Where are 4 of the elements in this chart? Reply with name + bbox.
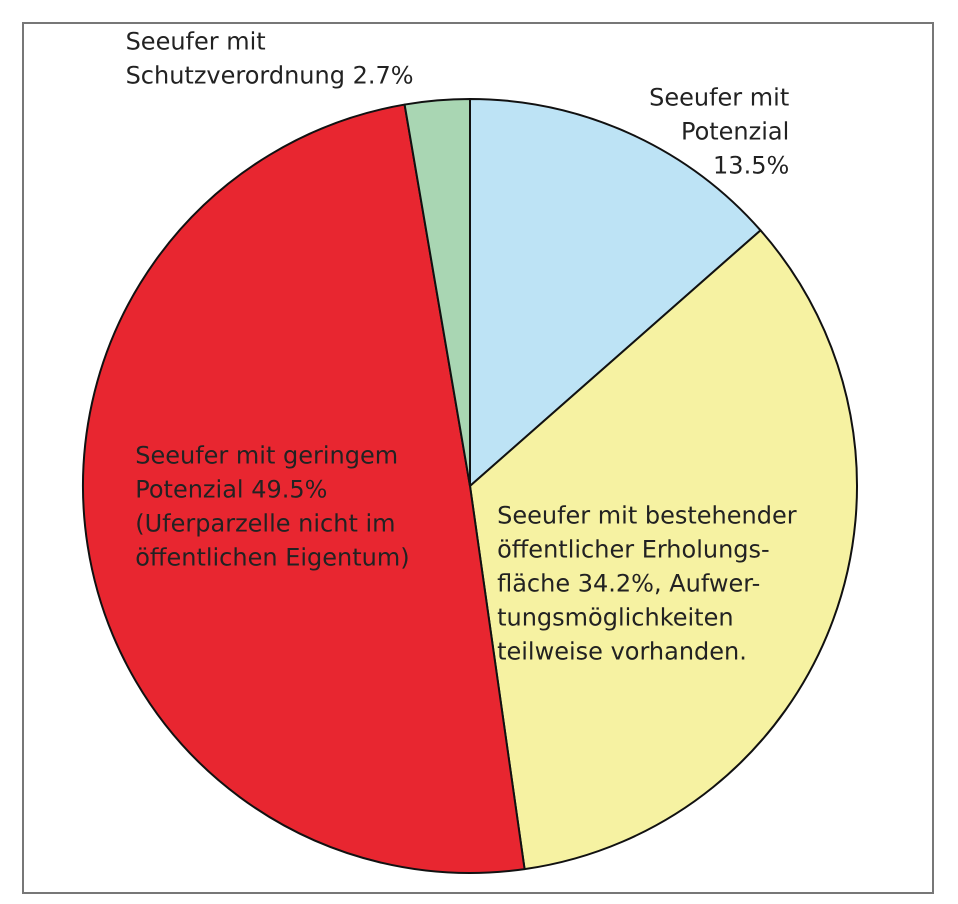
slice-label: Seeufer mit geringem Potenzial 49.5% (Uferparzelle nicht im öffentlichen Eigentum) — [135, 442, 410, 572]
slice-label: Seeufer mit Schutzverordnung 2.7% — [126, 28, 414, 90]
slice-label: Seeufer mit bestehender öffentlicher Erholungs- fläche 34.2%, Aufwer- tungsmöglichkeiten teilweise vorhanden. — [497, 502, 797, 666]
slice-label: Seeufer mit Potenzial 13.5% — [649, 84, 790, 180]
